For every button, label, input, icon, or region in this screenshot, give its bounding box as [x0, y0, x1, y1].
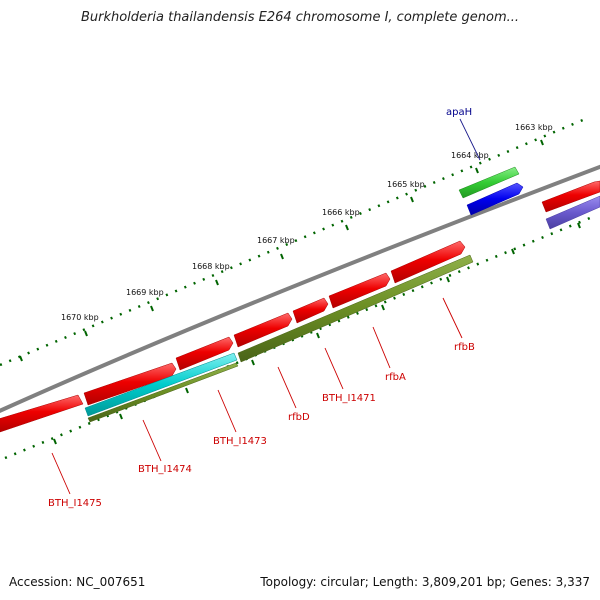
gene-rfbd[interactable]: [233, 312, 293, 348]
gene-bth-i1471[interactable]: [292, 297, 329, 324]
forward-strand-features: [0, 166, 600, 433]
gene-olive-long[interactable]: [237, 254, 474, 363]
gene-bth-i1473[interactable]: [175, 336, 234, 371]
gene-apah[interactable]: [458, 166, 520, 199]
gene-label-rfbd: rfbD: [288, 412, 310, 423]
gene-slate-reverse[interactable]: [545, 195, 600, 230]
label-leader-lines: [51, 118, 481, 495]
gene-bth-i1475[interactable]: [0, 394, 84, 433]
tick-label-1663: 1663 kbp: [515, 123, 553, 132]
gene-label-apah: apaH: [446, 107, 472, 118]
accession-text: Accession: NC_007651: [9, 575, 146, 589]
gene-label-bth-i1474: BTH_I1474: [138, 464, 192, 475]
tick-label-1664: 1664 kbp: [451, 151, 489, 160]
gene-label-rfbb: rfbB: [454, 342, 475, 353]
map-title: Burkholderia thailandensis E264 chromoso…: [80, 10, 520, 25]
tick-label-1667: 1667 kbp: [257, 236, 295, 245]
tick-label-1669: 1669 kbp: [126, 288, 164, 297]
tick-label-1670: 1670 kbp: [61, 313, 99, 322]
gene-rfba[interactable]: [328, 272, 391, 309]
reverse-strand-features: [84, 182, 600, 423]
gene-olive-short[interactable]: [87, 362, 239, 423]
gene-label-rfba: rfbA: [385, 372, 406, 383]
gene-label-bth-i1471: BTH_I1471: [322, 393, 376, 404]
tick-label-1668: 1668 kbp: [192, 262, 230, 271]
genome-info-text: Topology: circular; Length: 3,809,201 bp…: [260, 575, 590, 589]
gene-blue-reverse[interactable]: [466, 182, 524, 216]
gene-bth-i1474-reverse-cyan[interactable]: [84, 352, 238, 417]
gene-label-bth-i1475: BTH_I1475: [48, 498, 102, 509]
inner-major-ticks: [53, 222, 581, 445]
gene-label-bth-i1473: BTH_I1473: [213, 436, 267, 447]
outer-major-ticks: [19, 139, 544, 362]
genome-backbone: [0, 164, 600, 413]
outer-scale-track: [0, 115, 591, 367]
gene-offscreen-red[interactable]: [541, 180, 600, 213]
tick-label-1665: 1665 kbp: [387, 180, 425, 189]
gene-bth-i1474[interactable]: [83, 362, 177, 406]
tick-label-1666: 1666 kbp: [322, 208, 360, 217]
gene-rfbb[interactable]: [390, 240, 466, 284]
